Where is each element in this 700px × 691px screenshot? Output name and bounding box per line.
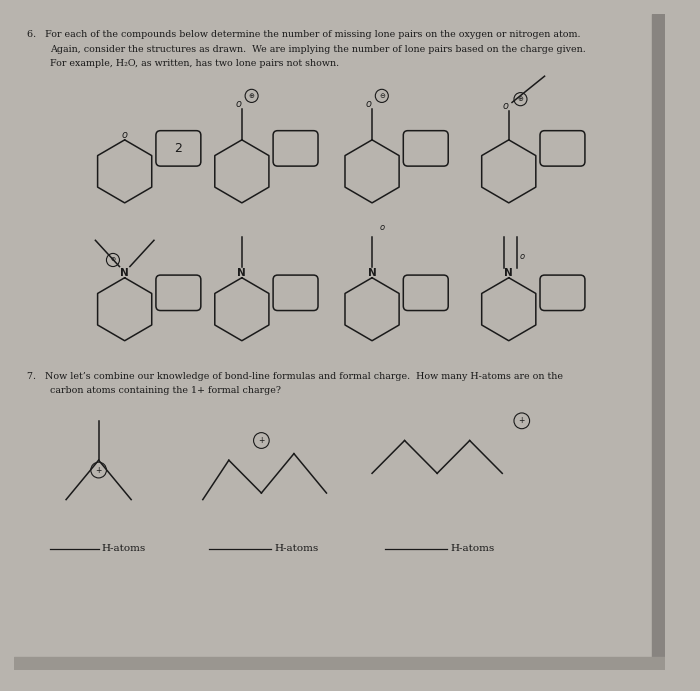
Text: o: o xyxy=(519,252,524,261)
Text: 7.   Now let’s combine our knowledge of bond-line formulas and formal charge.  H: 7. Now let’s combine our knowledge of bo… xyxy=(27,372,563,381)
Text: N: N xyxy=(505,267,513,278)
Text: o: o xyxy=(379,223,384,231)
Text: H-atoms: H-atoms xyxy=(450,545,494,553)
Text: +: + xyxy=(95,466,101,475)
Text: o: o xyxy=(503,101,508,111)
Text: o: o xyxy=(122,130,127,140)
Text: 2: 2 xyxy=(174,142,182,155)
Text: For example, H₂O, as written, has two lone pairs not shown.: For example, H₂O, as written, has two lo… xyxy=(50,59,339,68)
Bar xyxy=(14,657,665,670)
Text: H-atoms: H-atoms xyxy=(102,545,146,553)
Text: o: o xyxy=(236,99,241,109)
Text: ⊕: ⊕ xyxy=(111,258,116,263)
Text: o: o xyxy=(366,99,372,109)
Text: H-atoms: H-atoms xyxy=(274,545,319,553)
Bar xyxy=(652,14,665,670)
Text: N: N xyxy=(120,267,129,278)
Text: +: + xyxy=(258,436,265,445)
Text: Again, consider the structures as drawn.  We are implying the number of lone pai: Again, consider the structures as drawn.… xyxy=(50,45,586,54)
Text: ⊕: ⊕ xyxy=(248,93,255,99)
Text: +: + xyxy=(519,416,525,426)
Text: ⊖: ⊖ xyxy=(379,93,385,99)
Text: N: N xyxy=(368,267,377,278)
Text: 6.   For each of the compounds below determine the number of missing lone pairs : 6. For each of the compounds below deter… xyxy=(27,30,580,39)
Text: carbon atoms containing the 1+ formal charge?: carbon atoms containing the 1+ formal ch… xyxy=(50,386,281,395)
Text: N: N xyxy=(237,267,246,278)
Text: ⊕: ⊕ xyxy=(517,96,524,102)
